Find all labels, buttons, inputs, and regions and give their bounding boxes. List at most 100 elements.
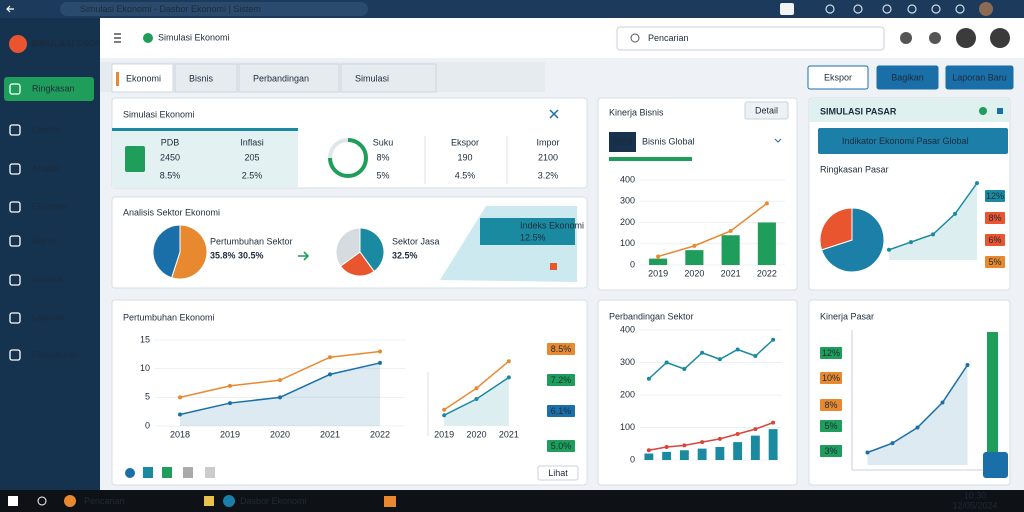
tab[interactable] xyxy=(111,63,174,93)
point xyxy=(278,378,282,383)
nav-item[interactable]: Ringkasan xyxy=(32,83,75,93)
legend-icon[interactable] xyxy=(183,467,193,478)
card-icon[interactable] xyxy=(549,109,559,119)
logo-text: SIMULASI EKONOMI xyxy=(31,38,120,48)
point xyxy=(178,395,182,400)
value-tag xyxy=(547,405,575,417)
point xyxy=(700,440,705,445)
action-button[interactable] xyxy=(876,65,939,90)
bar xyxy=(644,453,654,460)
user-avatar[interactable] xyxy=(956,28,976,48)
button-label[interactable]: Bagikan xyxy=(891,72,924,82)
value-tag xyxy=(820,445,842,457)
card-title: SIMULASI PASAR xyxy=(820,106,897,116)
point xyxy=(753,427,758,432)
tab[interactable] xyxy=(340,63,437,93)
legend-icon[interactable] xyxy=(205,467,215,478)
point xyxy=(975,181,979,186)
highlight-box xyxy=(480,218,575,245)
user-avatar[interactable] xyxy=(990,28,1010,48)
nav-item[interactable]: Dasbor xyxy=(32,124,61,134)
menu-icon[interactable] xyxy=(114,33,121,43)
banner-text: Indikator Ekonomi Pasar Global xyxy=(842,136,969,146)
browser-icon[interactable] xyxy=(825,4,835,14)
x-tick-label: 2022 xyxy=(370,429,390,439)
value-tag xyxy=(985,234,1005,246)
value-tag xyxy=(547,343,575,355)
tab[interactable] xyxy=(174,63,238,93)
card xyxy=(597,299,798,486)
browser-icon[interactable] xyxy=(882,4,892,14)
nav-item[interactable]: Statistik xyxy=(32,274,64,284)
stat-sub: 2.5% xyxy=(242,170,263,180)
point xyxy=(228,383,232,388)
value-tag xyxy=(820,372,842,384)
pie-slice xyxy=(339,251,375,277)
chevron[interactable] xyxy=(774,138,782,143)
stat-sub: 5% xyxy=(376,170,389,180)
value-tag xyxy=(985,212,1005,224)
browser-icon[interactable] xyxy=(931,4,941,14)
point xyxy=(717,357,722,362)
area xyxy=(867,365,968,465)
nav-item[interactable]: Pengaturan xyxy=(32,349,79,359)
back-icon[interactable] xyxy=(6,5,14,13)
action-button[interactable] xyxy=(807,65,869,90)
point xyxy=(664,360,669,365)
point xyxy=(753,354,758,358)
point xyxy=(909,240,913,245)
browser-icon[interactable] xyxy=(955,4,965,14)
y-tick-label: 200 xyxy=(620,389,635,399)
value-tag-label: 12% xyxy=(986,191,1004,201)
footer-button[interactable] xyxy=(537,465,579,481)
title-icon xyxy=(143,33,153,43)
detail-button-label[interactable]: Detail xyxy=(755,105,778,115)
url-bar[interactable] xyxy=(60,2,368,16)
fab-button[interactable] xyxy=(983,452,1008,478)
button-label[interactable]: Ekspor xyxy=(824,72,852,82)
header-icon[interactable] xyxy=(929,32,941,44)
point xyxy=(646,376,651,381)
clock-date: 12/05/2024 xyxy=(952,500,997,510)
taskbar-app-icon[interactable] xyxy=(64,495,76,507)
legend-icon[interactable] xyxy=(125,468,135,478)
nav-item[interactable]: Laporan xyxy=(32,312,65,322)
pie-slice xyxy=(820,207,885,273)
point xyxy=(682,443,687,448)
nav-item[interactable]: Analitik xyxy=(32,163,62,173)
nav-item[interactable]: Ekonomi xyxy=(32,201,67,211)
footer-button-label[interactable]: Lihat xyxy=(548,468,568,478)
area xyxy=(180,362,380,426)
taskbar-search-icon[interactable] xyxy=(37,496,47,506)
detail-button[interactable] xyxy=(744,101,789,120)
taskbar-app-icon[interactable] xyxy=(223,495,235,507)
action-button[interactable] xyxy=(945,65,1014,90)
point xyxy=(887,247,891,252)
card-title: Analisis Sektor Ekonomi xyxy=(123,207,220,217)
nav-item[interactable]: Bisnis xyxy=(32,235,57,245)
taskbar-app-icon xyxy=(204,496,214,506)
button-label[interactable]: Laporan Baru xyxy=(952,72,1007,82)
legend-icon[interactable] xyxy=(162,467,172,478)
point xyxy=(931,232,935,237)
legend-icon[interactable] xyxy=(143,467,153,478)
point xyxy=(915,425,920,430)
tab-label: Simulasi xyxy=(355,73,389,83)
search-box[interactable] xyxy=(616,26,885,51)
y-tick-label: 10 xyxy=(140,363,150,373)
x-tick-label: 2022 xyxy=(757,268,777,278)
y-tick-label: 400 xyxy=(620,324,635,334)
y-tick-label: 300 xyxy=(620,357,635,367)
value-tag-label: 8% xyxy=(988,213,1001,223)
header-icon[interactable] xyxy=(900,32,912,44)
stat-label: Inflasi xyxy=(240,137,264,147)
bar xyxy=(679,450,689,460)
stat-label: PDB xyxy=(161,137,180,147)
tab[interactable] xyxy=(238,63,340,93)
nav-active xyxy=(4,77,94,101)
profile-avatar[interactable] xyxy=(979,2,993,16)
browser-icon[interactable] xyxy=(853,4,863,14)
browser-icon[interactable] xyxy=(907,4,917,14)
card-title: Perbandingan Sektor xyxy=(609,311,694,321)
